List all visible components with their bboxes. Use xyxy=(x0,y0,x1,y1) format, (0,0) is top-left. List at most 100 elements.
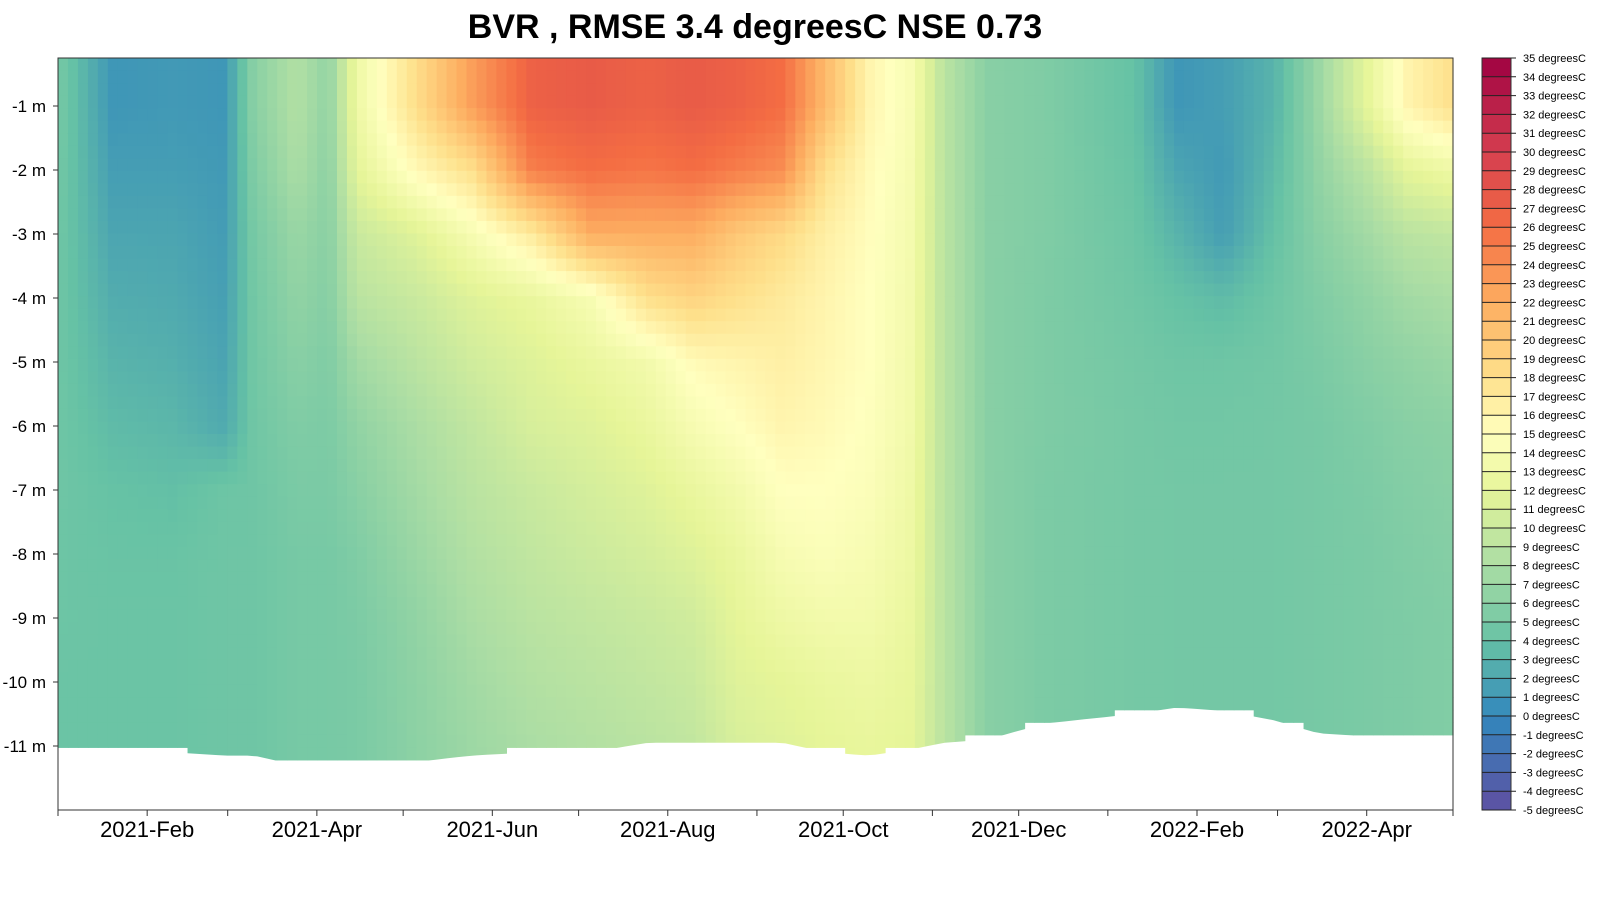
heatmap-cell xyxy=(914,659,926,673)
heatmap-cell xyxy=(914,133,926,147)
heatmap-cell xyxy=(556,521,567,535)
heatmap-cell xyxy=(645,133,657,147)
heatmap-cell xyxy=(665,371,677,385)
heatmap-cell xyxy=(655,559,667,573)
heatmap-cell xyxy=(67,446,79,460)
heatmap-cell xyxy=(466,521,478,535)
heatmap-cell xyxy=(914,559,926,573)
heatmap-cell xyxy=(297,233,308,247)
heatmap-cell xyxy=(157,434,169,448)
heatmap-cell xyxy=(765,722,777,736)
heatmap-cell xyxy=(934,647,946,661)
heatmap-cell xyxy=(655,647,667,661)
heatmap-cell xyxy=(267,371,278,385)
heatmap-cell xyxy=(506,722,517,736)
heatmap-cell xyxy=(526,609,537,623)
heatmap-cell xyxy=(327,396,338,410)
heatmap-cell xyxy=(67,358,79,372)
heatmap-cell xyxy=(476,709,488,723)
heatmap-cell xyxy=(117,371,129,385)
heatmap-cell xyxy=(187,208,199,222)
heatmap-cell xyxy=(526,559,537,573)
heatmap-cell xyxy=(327,659,338,673)
heatmap-cell xyxy=(895,684,906,698)
heatmap-cell xyxy=(436,596,448,611)
heatmap-cell xyxy=(705,672,717,686)
heatmap-cell xyxy=(117,208,129,222)
heatmap-cell xyxy=(287,233,298,247)
heatmap-cell xyxy=(735,622,747,636)
heatmap-cell xyxy=(825,509,836,523)
heatmap-cell xyxy=(137,208,149,222)
heatmap-cell xyxy=(386,534,398,548)
heatmap-cell xyxy=(376,709,388,723)
heatmap-cell xyxy=(914,596,926,611)
heatmap-cell xyxy=(227,559,238,573)
heatmap-cell xyxy=(237,697,248,711)
heatmap-cell xyxy=(745,220,757,235)
heatmap-cell xyxy=(147,158,159,172)
heatmap-cell xyxy=(87,296,99,310)
heatmap-cell xyxy=(317,596,328,611)
heatmap-cell xyxy=(267,434,278,448)
heatmap-cell xyxy=(635,534,647,548)
heatmap-cell xyxy=(97,509,109,523)
heatmap-cell xyxy=(675,546,687,560)
heatmap-cell xyxy=(267,358,278,372)
heatmap-cell xyxy=(446,120,458,134)
heatmap-cell xyxy=(456,233,468,247)
heatmap-cell xyxy=(655,170,667,184)
heatmap-cell xyxy=(486,258,498,272)
heatmap-cell xyxy=(725,396,737,410)
heatmap-cell xyxy=(257,120,268,134)
heatmap-cell xyxy=(695,333,707,347)
heatmap-cell xyxy=(127,133,139,147)
heatmap-cell xyxy=(137,609,149,623)
heatmap-cell xyxy=(426,58,438,72)
heatmap-cell xyxy=(855,246,866,260)
heatmap-cell xyxy=(924,70,936,84)
heatmap-cell xyxy=(247,183,258,197)
heatmap-cell xyxy=(376,546,388,560)
heatmap-cell xyxy=(526,521,537,535)
heatmap-cell xyxy=(685,58,697,72)
heatmap-cell xyxy=(187,283,199,297)
heatmap-cell xyxy=(805,308,816,322)
heatmap-cell xyxy=(705,195,717,209)
heatmap-cell xyxy=(576,571,587,585)
heatmap-cell xyxy=(586,58,597,72)
heatmap-cell xyxy=(606,484,617,498)
heatmap-cell xyxy=(875,396,886,410)
heatmap-cell xyxy=(416,596,428,611)
heatmap-cell xyxy=(287,321,298,335)
heatmap-cell xyxy=(865,321,876,335)
heatmap-cell xyxy=(476,83,488,97)
heatmap-cell xyxy=(277,246,288,260)
heatmap-cell xyxy=(406,672,418,686)
heatmap-cell xyxy=(616,258,627,272)
heatmap-cell xyxy=(755,484,767,498)
heatmap-cell xyxy=(914,446,926,460)
heatmap-cell xyxy=(845,584,856,598)
heatmap-cell xyxy=(914,321,926,335)
heatmap-cell xyxy=(197,208,209,222)
heatmap-cell xyxy=(386,246,398,260)
heatmap-cell xyxy=(346,120,358,134)
heatmap-cell xyxy=(247,609,258,623)
heatmap-cell xyxy=(177,459,189,473)
heatmap-cell xyxy=(167,546,179,560)
heatmap-cell xyxy=(556,133,567,147)
heatmap-cell xyxy=(596,484,607,498)
heatmap-cell xyxy=(705,308,717,322)
heatmap-cell xyxy=(725,559,737,573)
heatmap-cell xyxy=(346,258,358,272)
heatmap-cell xyxy=(436,509,448,523)
heatmap-cell xyxy=(167,296,179,310)
heatmap-cell xyxy=(356,496,368,510)
heatmap-cell xyxy=(944,484,956,498)
heatmap-cell xyxy=(904,647,916,661)
heatmap-cell xyxy=(137,684,149,698)
heatmap-cell xyxy=(277,546,288,560)
heatmap-cell xyxy=(616,371,627,385)
heatmap-cell xyxy=(396,371,408,385)
